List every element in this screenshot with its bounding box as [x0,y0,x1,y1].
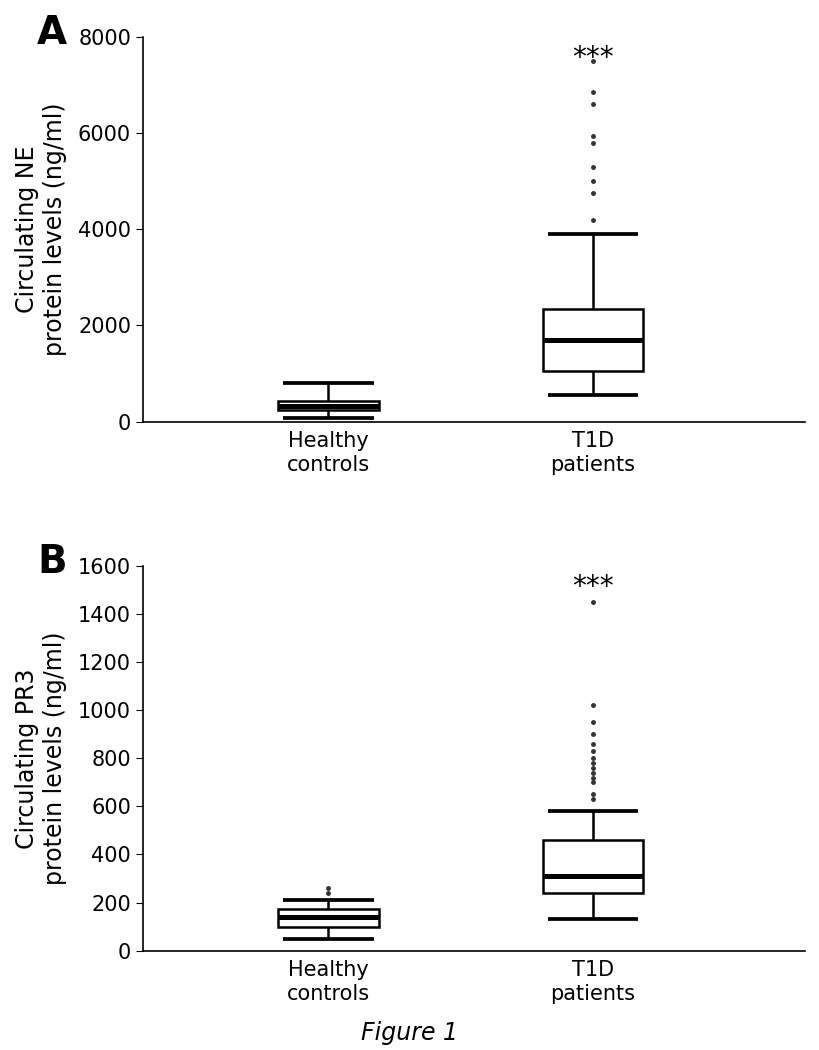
Text: A: A [37,14,67,53]
Bar [278,908,378,926]
Bar [278,401,378,410]
Text: ***: *** [572,44,613,71]
Y-axis label: Circulating PR3
protein levels (ng/ml): Circulating PR3 protein levels (ng/ml) [15,631,66,885]
Text: ***: *** [572,572,613,601]
Y-axis label: Circulating NE
protein levels (ng/ml): Circulating NE protein levels (ng/ml) [15,103,66,356]
Text: Figure 1: Figure 1 [361,1021,458,1045]
Bar [542,840,643,892]
Text: B: B [37,543,66,581]
Bar [542,309,643,371]
